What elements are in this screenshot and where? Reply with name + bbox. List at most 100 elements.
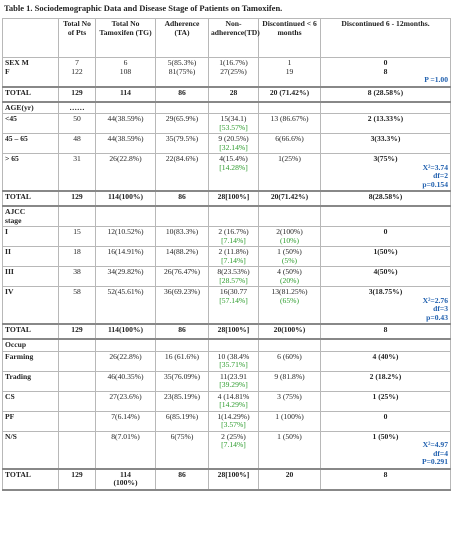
cell-text: Occup — [5, 340, 27, 349]
cell-percent: [35.71%] — [219, 360, 248, 369]
table-cell: 15 — [58, 226, 96, 247]
table-cell: 46(40.35%) — [95, 370, 156, 392]
table-cell: I — [2, 226, 59, 247]
table-cell — [320, 338, 451, 352]
table-cell: 52(45.61%) — [95, 286, 156, 325]
table-row: Trading 46(40.35%) 35(76.09%) 11(23.91 [39.2… — [2, 370, 451, 392]
cell-text: 31 — [73, 154, 81, 163]
table-cell: 86 — [155, 85, 209, 103]
table-cell: AJCC stage — [2, 205, 59, 227]
cell-text: 3(75%) — [373, 154, 398, 163]
cell-text: 16 (61.6%) — [164, 351, 200, 361]
table-cell: 114(100%) — [95, 323, 156, 340]
table-cell: 44(38.59%) — [95, 133, 156, 154]
cell-text: 6(66.6%) — [275, 134, 304, 143]
cell-text: 20 — [285, 469, 294, 479]
table-cell: 4 (50%) (20%) — [258, 266, 321, 287]
cell-text: I — [5, 227, 8, 236]
table-cell: 129 — [58, 85, 96, 103]
table-cell — [155, 101, 209, 114]
table-cell: 48 — [58, 133, 96, 154]
cell-text: 2 (25%) — [221, 431, 246, 441]
table-cell: 35(76.09%) — [155, 370, 209, 392]
cell-percent: [7.14%] — [221, 440, 246, 449]
cell-text: > 65 — [5, 154, 19, 163]
table-cell: 28[100%] — [208, 190, 259, 207]
cell-text: 35(76.09%) — [163, 371, 201, 381]
stat-line: df=2 — [433, 171, 448, 180]
cell-text: 12(10.52%) — [107, 227, 144, 236]
table-cell: 11(23.91 [39.29%] — [208, 370, 259, 392]
table-cell — [258, 101, 321, 114]
cell-text: CS — [5, 391, 15, 401]
cell-text: 9 (81.8%) — [274, 371, 305, 381]
table-cell: 6(75%) — [155, 430, 209, 469]
table-cell: 129 — [58, 323, 96, 340]
table-cell: 4(15.4%) [14.28%] — [208, 153, 259, 192]
table-cell: …… — [58, 101, 96, 114]
table-cell: 28[100%] — [208, 323, 259, 340]
table-cell: 2 (16.7%) [7.14%] — [208, 226, 259, 247]
table-row: AJCC stage — [2, 205, 451, 227]
table-cell: 36(69.23%) — [155, 286, 209, 325]
cell-text: 7(6.14%) — [111, 411, 140, 421]
table-cell: 20 — [258, 467, 321, 491]
table-cell: 16 (61.6%) — [155, 350, 209, 372]
cell-text: 26(76.47%) — [163, 267, 201, 276]
cell-text: 44(38.59%) — [107, 114, 144, 123]
table-cell: 10(83.3%) — [155, 226, 209, 247]
table-cell — [208, 101, 259, 114]
table-title: Table 1. Sociodemographic Data and Disea… — [4, 3, 283, 13]
table-cell: 8(23.53%) [28.57%] — [208, 266, 259, 287]
table-cell — [58, 370, 96, 392]
cell-text: 14(88.2%) — [165, 247, 199, 256]
table-cell: SEX M F — [2, 57, 59, 87]
cell-text: 1 (25%) — [372, 391, 399, 401]
table-cell: 26(22.8%) — [95, 350, 156, 372]
header-cell: Non-adherence(TD) — [208, 18, 260, 58]
stat-line: df=3 — [433, 304, 448, 313]
cell-text: 114(100%) — [107, 192, 143, 201]
cell-text: 52(45.61%) — [107, 287, 144, 296]
table-cell: 28[100%] — [208, 467, 259, 491]
table-row: TOTAL 129 114 86 28 20 (71.42%) 8 (28.58%) — [2, 85, 451, 103]
cell-text: 28[100%] — [217, 192, 250, 201]
table-cell: AGE(yr) — [2, 101, 59, 114]
table-cell — [58, 430, 96, 469]
stat-line: P =1.00 — [424, 75, 448, 84]
cell-text: 46(40.35%) — [107, 371, 144, 381]
cell-text: 8 — [383, 469, 388, 479]
table-row: IV 58 52(45.61%) 36(69.23%) 16(30.77 [57.14%]… — [2, 286, 451, 325]
table-cell: 1 (50%) X²=4.97 df=4 P=0.291 — [320, 430, 451, 469]
table-cell: 2 (25%) [7.14%] — [208, 430, 259, 469]
table-row: <45 50 44(38.59%) 29(65.9%) 15(34.1) [53.57%]… — [2, 113, 451, 134]
table-cell: Trading — [2, 370, 59, 392]
cell-text: 6(75%) — [170, 431, 194, 441]
table-cell: 114 — [95, 85, 156, 103]
table-cell: 1(50%) — [320, 246, 451, 267]
cell-text: 35(79.5%) — [165, 134, 199, 143]
cell-text: 86 — [178, 325, 186, 334]
cell-text: 34(29.82%) — [107, 267, 144, 276]
cell-text: 23(85.19%) — [163, 391, 201, 401]
cell-text: 58 — [73, 287, 81, 296]
table-cell: 4(50%) — [320, 266, 451, 287]
cell-text: N/S — [5, 431, 17, 441]
table-cell: III — [2, 266, 59, 287]
table-cell: <45 — [2, 113, 59, 134]
cell-percent: [32.14%] — [219, 142, 248, 152]
cell-text: <45 — [5, 114, 17, 123]
cell-text: 1(14.29%) — [217, 411, 250, 421]
cell-text: 50 — [73, 114, 81, 123]
cell-text: 129 — [71, 192, 83, 201]
cell-text: 8 (28.58%) — [367, 87, 404, 97]
stat-line: X²=2.76 — [422, 295, 448, 305]
header-cell: Discontinued < 6 months — [258, 18, 321, 58]
table-cell: 29(65.9%) — [155, 113, 209, 134]
cell-text: 18 — [73, 247, 81, 256]
cell-text: 13(81.25%) — [271, 287, 308, 296]
table-cell: 6 108 — [95, 57, 156, 87]
table-row: TOTAL 129 114(100%) 86 28[100%] 20(71.42%) 8(2… — [2, 190, 451, 207]
table-cell: 5(85.3%) 81(75%) — [155, 57, 209, 87]
